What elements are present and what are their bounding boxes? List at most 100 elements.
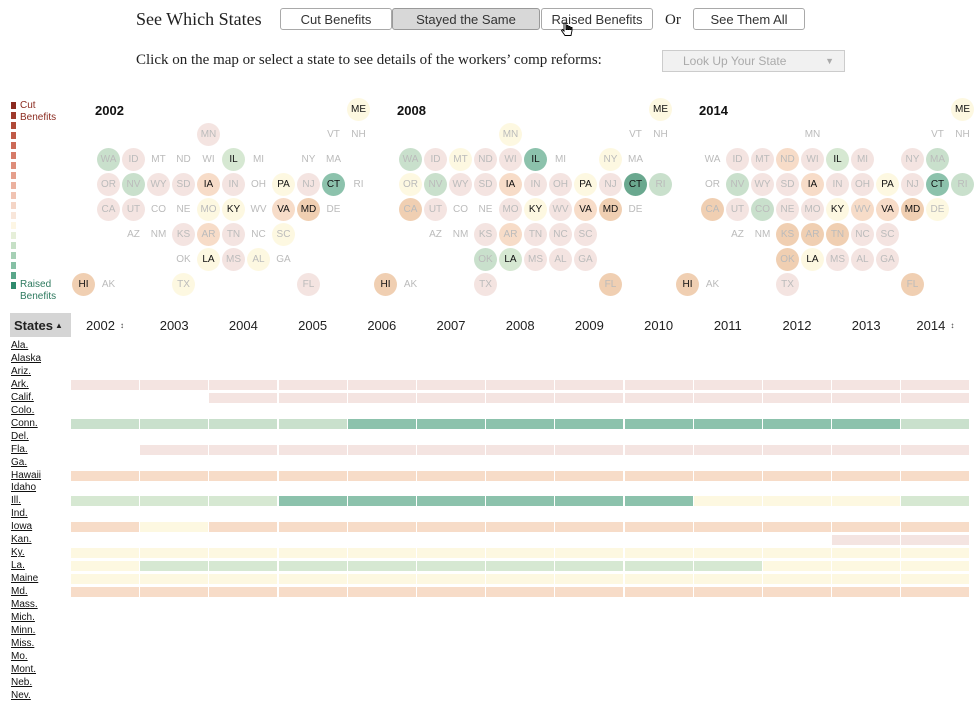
- grid-cell[interactable]: [624, 574, 693, 585]
- map-state-nm[interactable]: NM: [147, 223, 170, 246]
- grid-cell[interactable]: [624, 470, 693, 481]
- map-state-ga[interactable]: GA: [272, 248, 295, 271]
- grid-cell[interactable]: [417, 444, 485, 455]
- grid-cell[interactable]: [278, 587, 347, 598]
- grid-cell[interactable]: [693, 496, 762, 507]
- map-state-va[interactable]: VA: [574, 198, 597, 221]
- year-header-2003[interactable]: 2003: [139, 313, 209, 337]
- map-state-sd[interactable]: SD: [776, 173, 799, 196]
- map-state-me[interactable]: ME: [951, 98, 974, 121]
- grid-cell[interactable]: [832, 444, 901, 455]
- grid-cell[interactable]: [901, 535, 970, 546]
- map-state-wi[interactable]: WI: [499, 148, 522, 171]
- state-link[interactable]: Miss.: [11, 637, 35, 649]
- map-state-mo[interactable]: MO: [499, 198, 522, 221]
- map-state-mi[interactable]: MI: [851, 148, 874, 171]
- map-state-ma[interactable]: MA: [926, 148, 949, 171]
- map-state-nj[interactable]: NJ: [901, 173, 924, 196]
- grid-cell[interactable]: [71, 522, 139, 533]
- map-state-al[interactable]: AL: [247, 248, 270, 271]
- map-state-in[interactable]: IN: [222, 173, 245, 196]
- grid-cell[interactable]: [555, 548, 624, 559]
- state-link[interactable]: Hawaii: [11, 469, 42, 481]
- grid-cell[interactable]: [763, 561, 831, 572]
- map-state-nv[interactable]: NV: [726, 173, 749, 196]
- grid-cell[interactable]: [486, 379, 555, 390]
- map-state-nc[interactable]: NC: [549, 223, 572, 246]
- grid-cell[interactable]: [693, 392, 762, 403]
- year-header-2006[interactable]: 2006: [347, 313, 417, 337]
- map-state-nv[interactable]: NV: [424, 173, 447, 196]
- map-state-hi[interactable]: HI: [72, 273, 95, 296]
- map-state-ak[interactable]: AK: [701, 273, 724, 296]
- map-state-ny[interactable]: NY: [599, 148, 622, 171]
- map-state-md[interactable]: MD: [297, 198, 320, 221]
- grid-cell[interactable]: [486, 587, 555, 598]
- map-state-nd[interactable]: ND: [474, 148, 497, 171]
- map-state-ny[interactable]: NY: [297, 148, 320, 171]
- grid-cell[interactable]: [901, 379, 970, 390]
- grid-cell[interactable]: [417, 561, 485, 572]
- grid-cell[interactable]: [901, 418, 970, 429]
- map-state-in[interactable]: IN: [524, 173, 547, 196]
- state-link[interactable]: Kan.: [11, 534, 32, 546]
- grid-cell[interactable]: [486, 574, 555, 585]
- grid-cell[interactable]: [763, 574, 831, 585]
- grid-cell[interactable]: [278, 496, 347, 507]
- grid-cell[interactable]: [693, 587, 762, 598]
- map-state-vt[interactable]: VT: [926, 123, 949, 146]
- grid-cell[interactable]: [209, 444, 278, 455]
- grid-cell[interactable]: [486, 496, 555, 507]
- map-state-nj[interactable]: NJ: [599, 173, 622, 196]
- map-state-wy[interactable]: WY: [147, 173, 170, 196]
- map-state-ri[interactable]: RI: [951, 173, 974, 196]
- grid-cell[interactable]: [693, 522, 762, 533]
- grid-cell[interactable]: [763, 496, 831, 507]
- grid-cell[interactable]: [71, 548, 139, 559]
- map-state-nj[interactable]: NJ: [297, 173, 320, 196]
- map-state-la[interactable]: LA: [499, 248, 522, 271]
- map-state-ar[interactable]: AR: [197, 223, 220, 246]
- state-link[interactable]: Ark.: [11, 378, 29, 390]
- state-link[interactable]: Neb.: [11, 676, 33, 688]
- grid-cell[interactable]: [901, 444, 970, 455]
- map-state-ia[interactable]: IA: [801, 173, 824, 196]
- map-state-ms[interactable]: MS: [524, 248, 547, 271]
- grid-cell[interactable]: [140, 418, 209, 429]
- map-state-ok[interactable]: OK: [172, 248, 195, 271]
- grid-cell[interactable]: [901, 574, 970, 585]
- map-state-ny[interactable]: NY: [901, 148, 924, 171]
- map-state-ut[interactable]: UT: [122, 198, 145, 221]
- map-state-tx[interactable]: TX: [172, 273, 195, 296]
- map-state-nc[interactable]: NC: [247, 223, 270, 246]
- map-state-nc[interactable]: NC: [851, 223, 874, 246]
- grid-cell[interactable]: [71, 496, 139, 507]
- map-state-mt[interactable]: MT: [751, 148, 774, 171]
- map-state-ky[interactable]: KY: [222, 198, 245, 221]
- map-state-ut[interactable]: UT: [726, 198, 749, 221]
- map-state-id[interactable]: ID: [726, 148, 749, 171]
- state-lookup-select[interactable]: Look Up Your State ▼: [662, 50, 845, 72]
- state-link[interactable]: Mass.: [11, 599, 38, 610]
- grid-cell[interactable]: [763, 444, 831, 455]
- grid-cell[interactable]: [901, 470, 970, 481]
- map-state-nd[interactable]: ND: [776, 148, 799, 171]
- map-state-az[interactable]: AZ: [726, 223, 749, 246]
- year-header-2011[interactable]: 2011: [693, 313, 763, 337]
- grid-cell[interactable]: [486, 418, 555, 429]
- map-state-de[interactable]: DE: [926, 198, 949, 221]
- year-header-2013[interactable]: 2013: [831, 313, 901, 337]
- grid-cell[interactable]: [347, 496, 416, 507]
- state-link[interactable]: Md.: [11, 586, 28, 598]
- map-state-ky[interactable]: KY: [826, 198, 849, 221]
- grid-cell[interactable]: [347, 548, 416, 559]
- map-state-mi[interactable]: MI: [247, 148, 270, 171]
- grid-cell[interactable]: [209, 522, 278, 533]
- grid-cell[interactable]: [278, 548, 347, 559]
- grid-cell[interactable]: [763, 548, 831, 559]
- grid-cell[interactable]: [278, 418, 347, 429]
- map-state-co[interactable]: CO: [449, 198, 472, 221]
- year-header-2010[interactable]: 2010: [624, 313, 694, 337]
- map-state-wi[interactable]: WI: [801, 148, 824, 171]
- grid-cell[interactable]: [140, 522, 209, 533]
